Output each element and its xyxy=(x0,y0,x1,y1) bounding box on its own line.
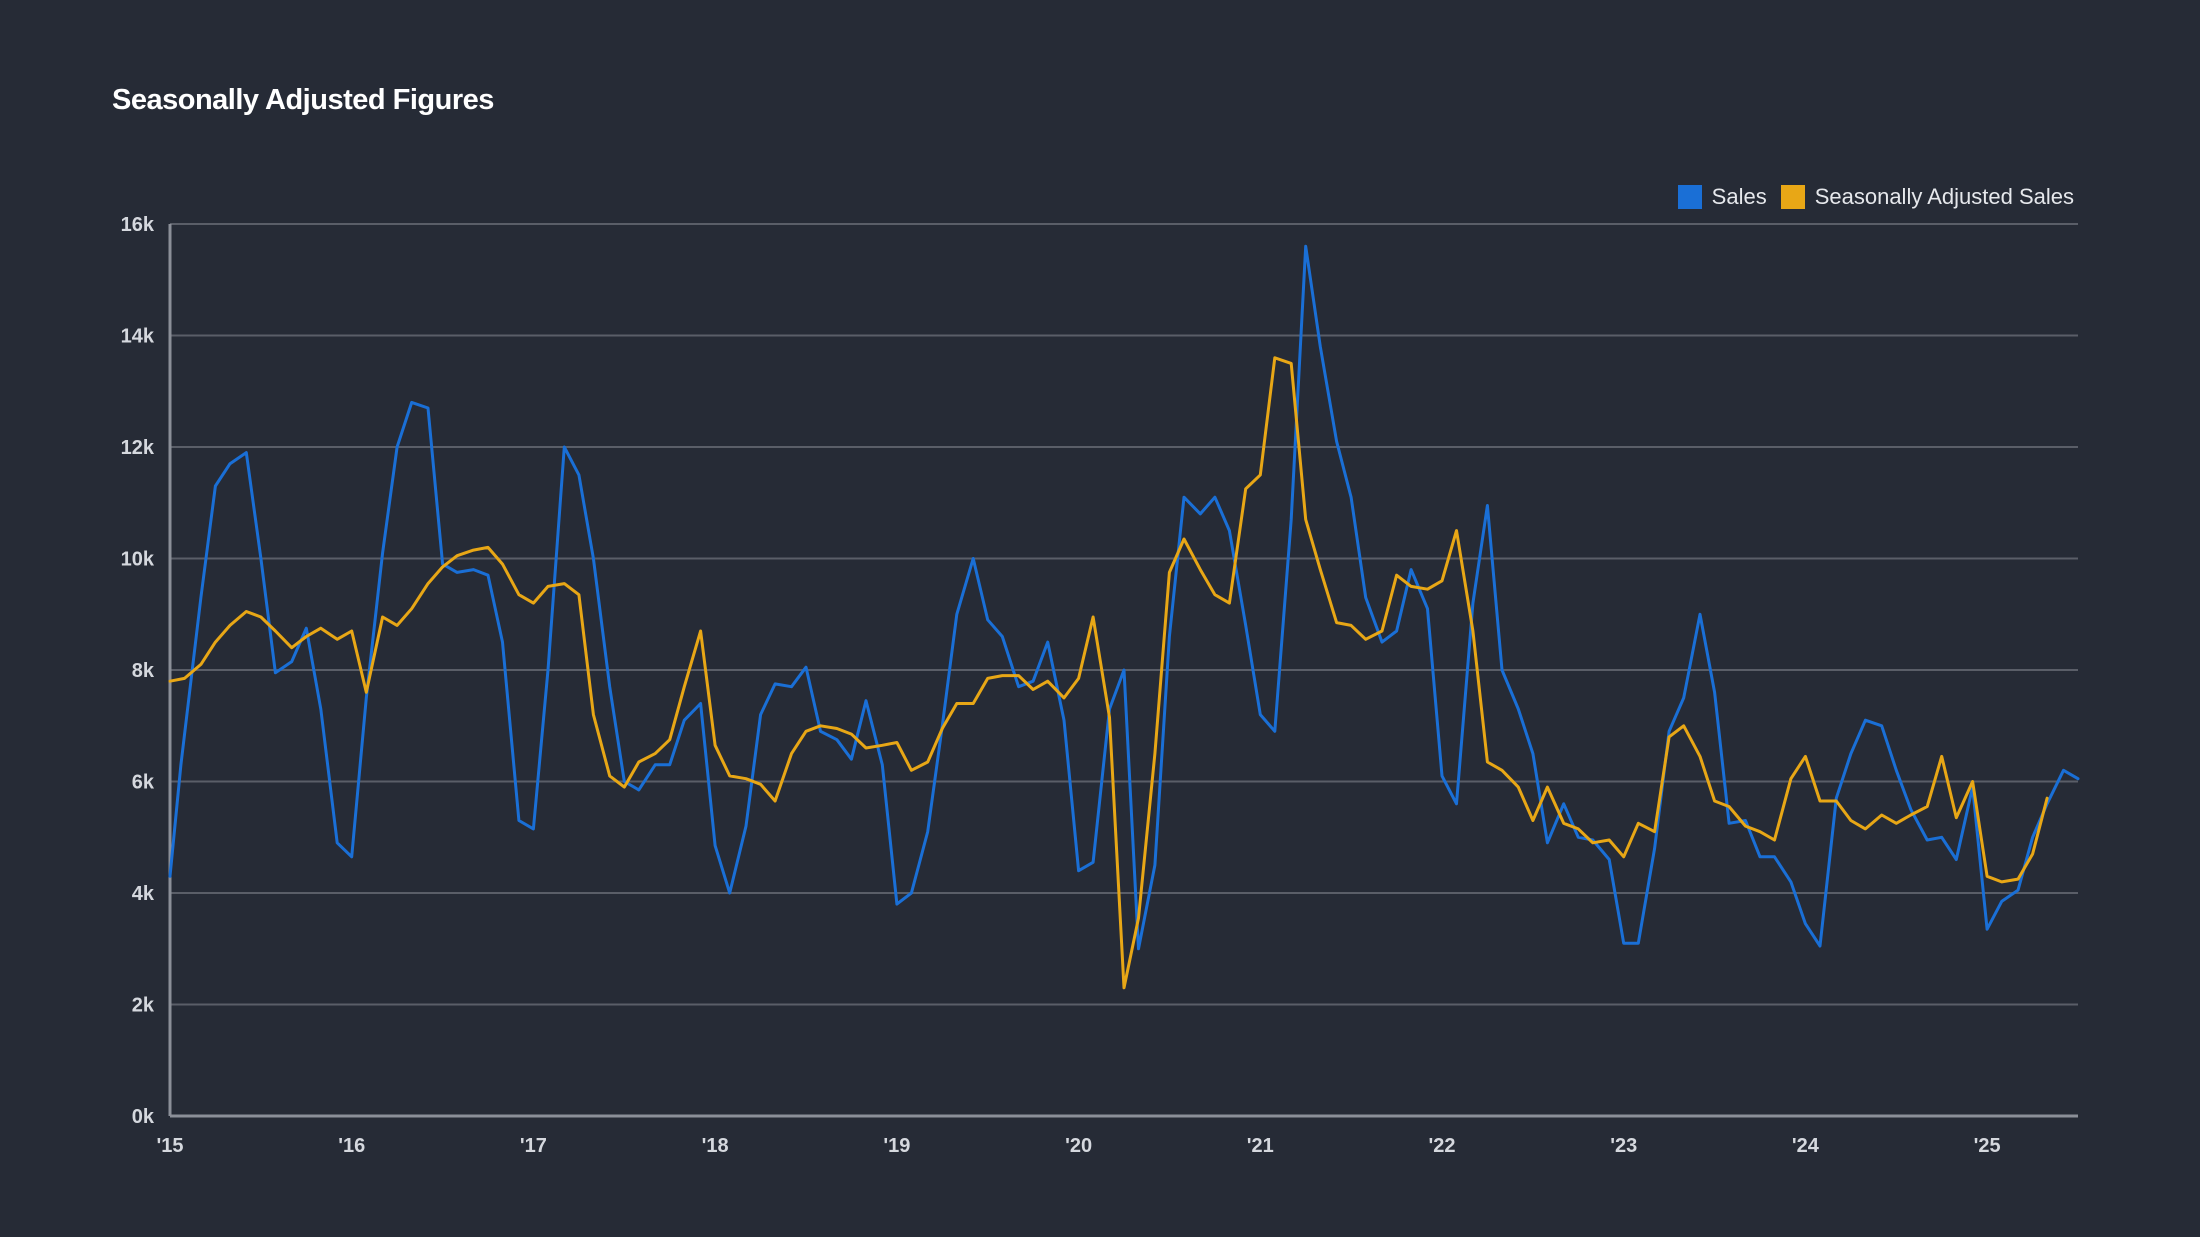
y-tick-label: 6k xyxy=(132,772,155,794)
series-line-seasonally-adjusted-sales xyxy=(168,356,2049,990)
y-tick-label: 0k xyxy=(132,1106,155,1128)
y-tick-label: 14k xyxy=(121,326,155,348)
y-tick-label: 12k xyxy=(121,437,155,459)
series-line-sales xyxy=(168,244,2080,951)
x-tick-label: '25 xyxy=(1974,1135,2001,1157)
chart-title: Seasonally Adjusted Figures xyxy=(112,84,494,116)
chart-legend: Sales Seasonally Adjusted Sales xyxy=(1677,184,2074,210)
y-tick-label: 16k xyxy=(121,214,155,236)
x-tick-label: '21 xyxy=(1247,1135,1274,1157)
y-tick-label: 2k xyxy=(132,995,155,1017)
legend-swatch-seasonally-adjusted-sales xyxy=(1780,185,1805,209)
x-tick-label: '24 xyxy=(1792,1135,1820,1157)
x-tick-label: '20 xyxy=(1065,1135,1092,1157)
legend-item-sales[interactable]: Sales xyxy=(1677,184,1767,210)
legend-swatch-sales xyxy=(1677,185,1702,209)
legend-item-seasonally-adjusted-sales[interactable]: Seasonally Adjusted Sales xyxy=(1780,184,2074,210)
x-tick-label: '16 xyxy=(338,1135,365,1157)
legend-label-seasonally-adjusted-sales: Seasonally Adjusted Sales xyxy=(1814,184,2074,209)
x-tick-label: '15 xyxy=(156,1135,183,1157)
legend-label-sales: Sales xyxy=(1711,184,1767,209)
x-tick-label: '18 xyxy=(702,1135,729,1157)
y-tick-label: 4k xyxy=(132,883,155,905)
x-tick-label: '19 xyxy=(883,1135,910,1157)
y-tick-label: 8k xyxy=(132,660,155,682)
y-tick-label: 10k xyxy=(121,549,155,571)
x-tick-label: '17 xyxy=(520,1135,547,1157)
x-tick-label: '22 xyxy=(1428,1135,1455,1157)
x-tick-label: '23 xyxy=(1610,1135,1637,1157)
